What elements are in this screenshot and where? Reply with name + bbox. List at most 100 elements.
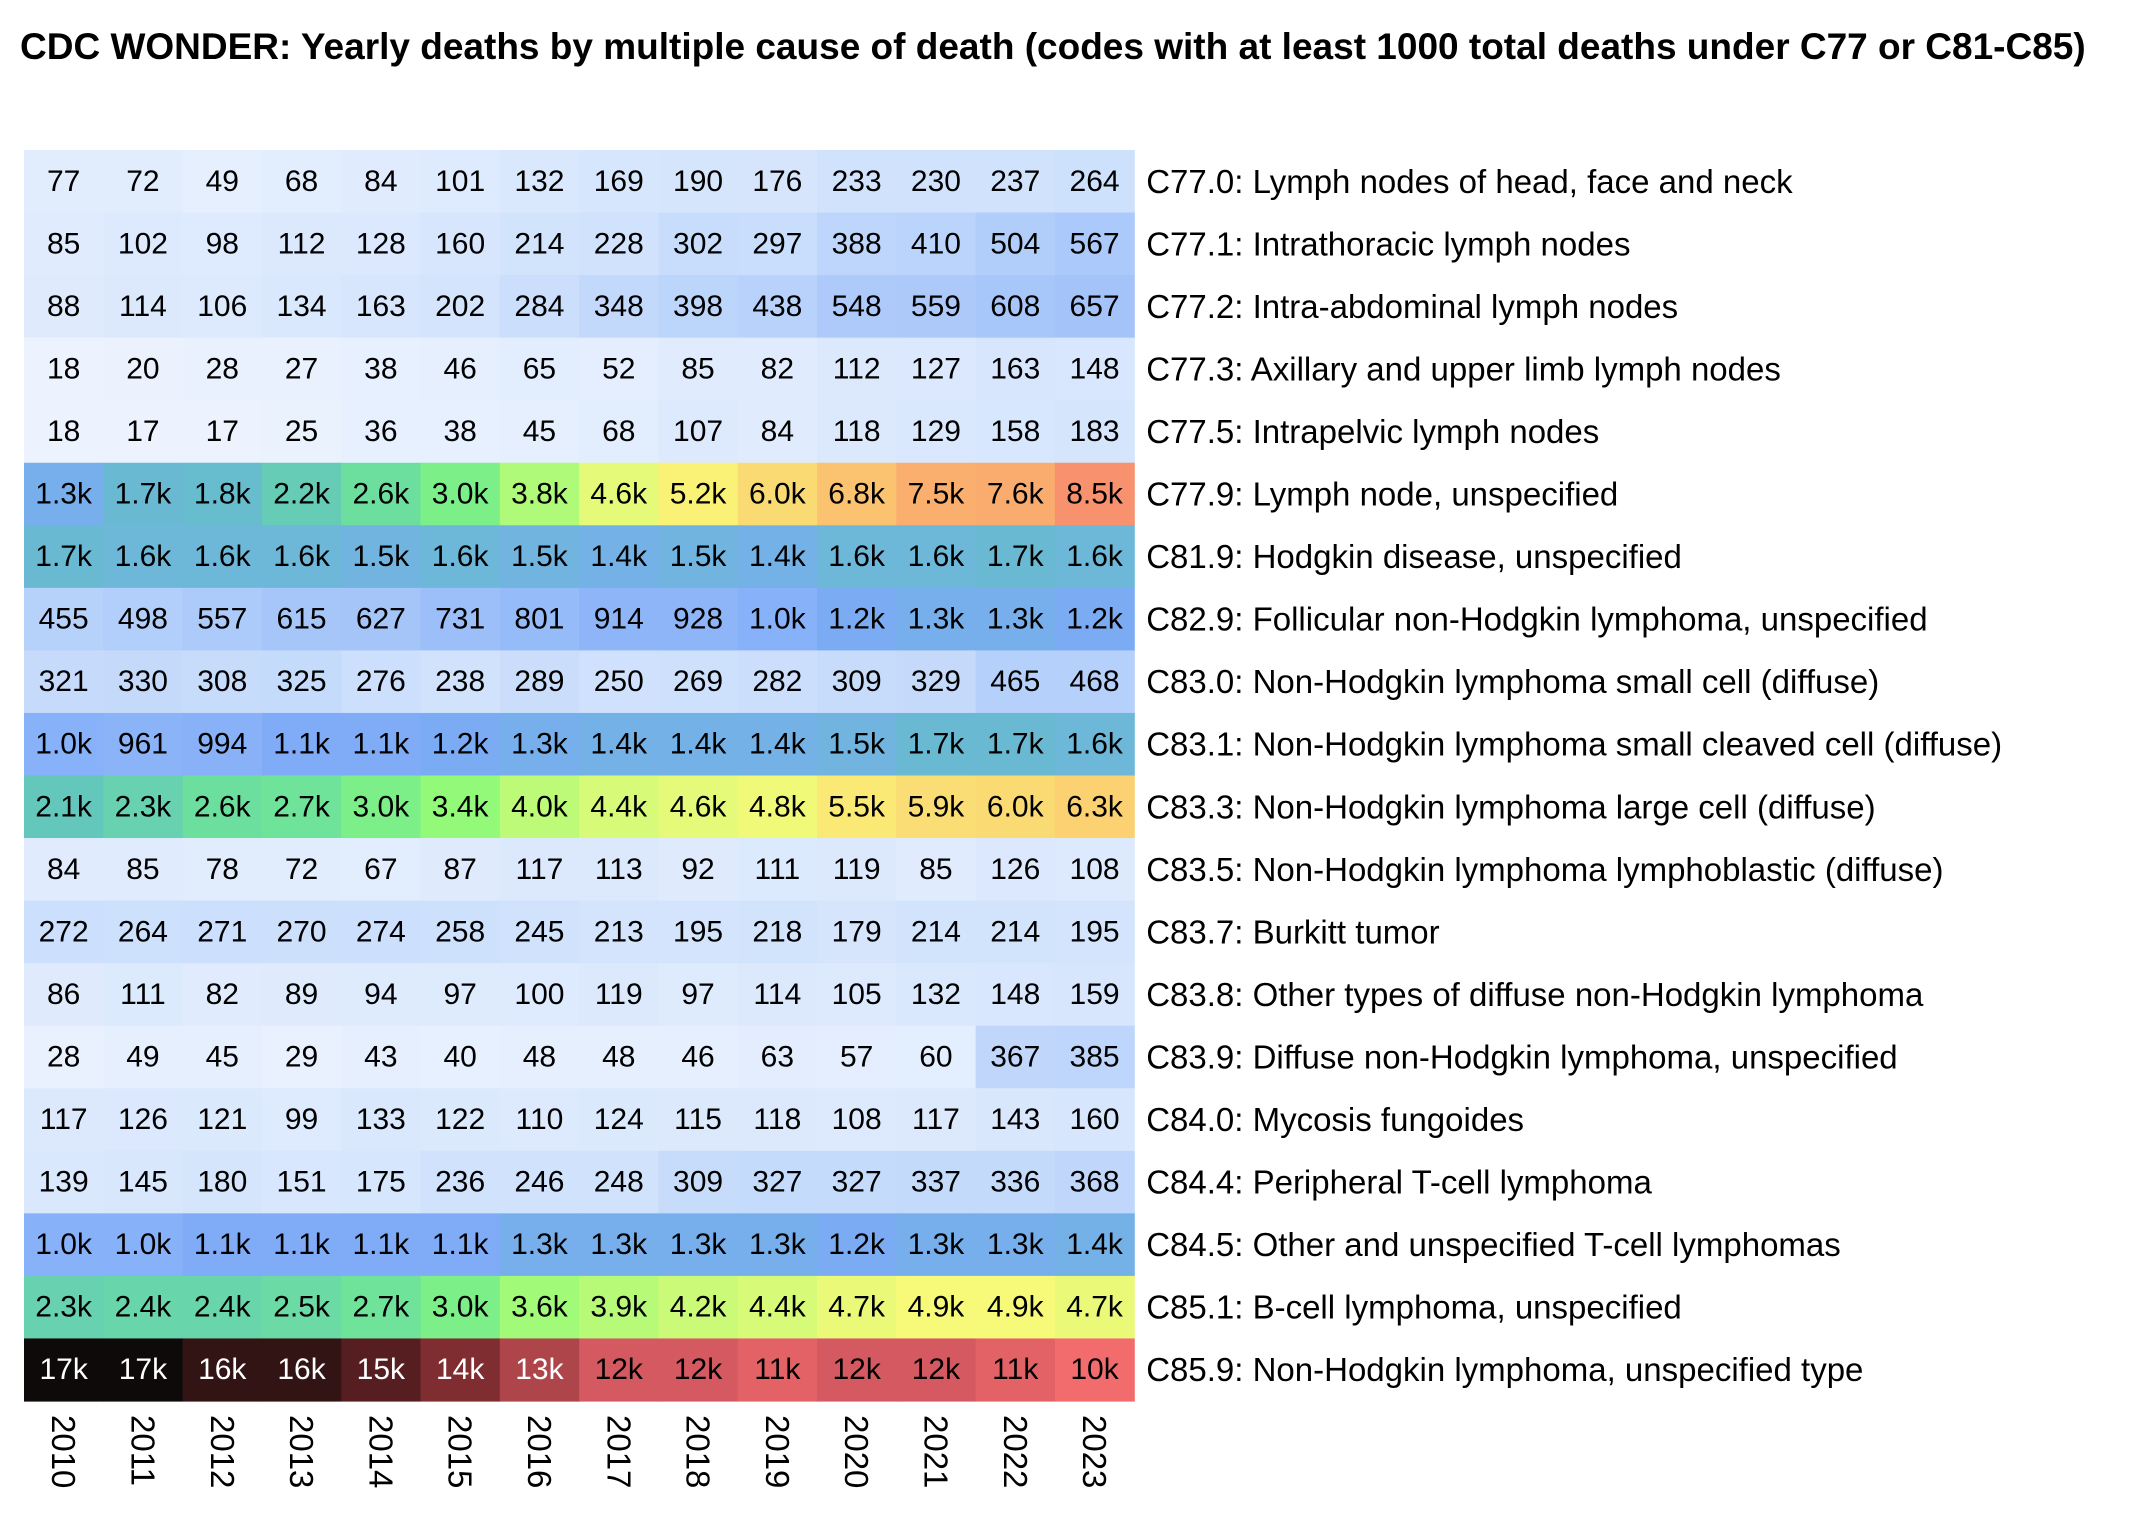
cell-value-label: 337	[911, 1166, 961, 1199]
cell-value-label: 321	[39, 665, 89, 698]
heatmap-cell	[103, 400, 184, 464]
heatmap-cell	[182, 900, 263, 964]
cell-value-label: 465	[990, 665, 1040, 698]
heatmap-cell	[341, 900, 422, 964]
row-label: C83.3: Non-Hodgkin lymphoma large cell (…	[1146, 788, 1875, 825]
heatmap-cell	[261, 650, 342, 714]
cell-value-label: 12k	[912, 1353, 961, 1386]
heatmap-cell	[261, 838, 342, 902]
cell-value-label: 16k	[277, 1353, 326, 1386]
heatmap-cell	[24, 400, 104, 464]
column-label-year: 2017	[600, 1415, 637, 1488]
heatmap-cell	[103, 900, 184, 964]
heatmap-cell	[737, 650, 818, 714]
cell-value-label: 114	[119, 290, 167, 323]
heatmap-cell	[103, 712, 184, 777]
cell-value-label: 86	[47, 978, 80, 1011]
cell-value-label: 608	[990, 290, 1040, 323]
heatmap-cell	[341, 963, 422, 1027]
cell-value-label: 1.5k	[511, 540, 569, 573]
heatmap-cell	[975, 1213, 1056, 1277]
cell-value-label: 87	[443, 853, 476, 886]
cell-value-label: 11k	[754, 1353, 801, 1386]
cell-value-label: 17	[126, 415, 159, 448]
cell-value-label: 100	[514, 978, 564, 1011]
cell-value-label: 4.4k	[590, 790, 648, 823]
heatmap-cell	[975, 150, 1056, 214]
heatmap-cell	[420, 587, 501, 651]
heatmap-cell	[737, 712, 818, 777]
heatmap-cell	[579, 900, 659, 964]
cell-value-label: 6.3k	[1066, 790, 1124, 823]
cell-value-label: 214	[514, 227, 564, 260]
cell-value-label: 10k	[1070, 1353, 1119, 1386]
heatmap-cell	[341, 462, 422, 526]
heatmap-cell	[182, 587, 263, 651]
heatmap-cell	[103, 1275, 184, 1340]
heatmap-cell	[658, 337, 739, 401]
cell-value-label: 1.0k	[749, 603, 807, 636]
cell-value-label: 309	[673, 1166, 723, 1199]
heatmap-cell	[499, 838, 580, 902]
cell-value-label: 163	[356, 290, 406, 323]
heatmap-cell	[103, 1025, 184, 1089]
heatmap-cell	[261, 150, 342, 214]
heatmap-cell	[499, 963, 580, 1027]
row-label: C77.9: Lymph node, unspecified	[1146, 476, 1618, 513]
cell-value-label: 4.7k	[828, 1291, 886, 1324]
heatmap-cell	[737, 838, 818, 902]
cell-value-label: 28	[47, 1040, 80, 1073]
heatmap-cell	[658, 462, 739, 526]
cell-value-label: 4.7k	[1066, 1291, 1124, 1324]
cell-value-label: 4.8k	[749, 790, 807, 823]
heatmap-cell	[658, 900, 739, 964]
cell-value-label: 126	[990, 853, 1040, 886]
heatmap-cell	[420, 462, 501, 526]
cell-value-label: 8.5k	[1066, 478, 1124, 511]
heatmap-cell	[896, 1213, 977, 1277]
heatmap-cell	[1054, 775, 1135, 839]
cell-value-label: 85	[47, 227, 80, 260]
heatmap-cell	[420, 712, 501, 777]
heatmap-cell	[499, 1275, 580, 1340]
cell-value-label: 3.0k	[432, 478, 490, 511]
cell-value-label: 214	[911, 915, 961, 948]
heatmap-cell	[975, 900, 1056, 964]
heatmap-cell	[24, 1338, 104, 1402]
heatmap-cell	[817, 1088, 897, 1152]
heatmap-cell	[341, 1150, 422, 1214]
heatmap-cell	[975, 462, 1056, 526]
heatmap-cell	[341, 1338, 422, 1402]
heatmap-cell	[975, 525, 1056, 589]
cell-value-label: 179	[832, 915, 882, 948]
heatmap-cell	[182, 1338, 263, 1402]
cell-value-label: 1.2k	[1066, 603, 1124, 636]
heatmap-cell	[103, 838, 184, 902]
cell-value-label: 504	[990, 227, 1040, 260]
cell-value-label: 111	[755, 853, 801, 886]
cell-value-label: 122	[435, 1103, 485, 1136]
heatmap-cell	[737, 1150, 818, 1214]
cell-value-label: 388	[832, 227, 882, 260]
heatmap-cell	[975, 212, 1056, 276]
cell-value-label: 1.4k	[590, 540, 648, 573]
cell-value-label: 1.1k	[273, 728, 331, 761]
heatmap-cell	[975, 712, 1056, 777]
column-label-year: 2023	[1076, 1415, 1113, 1488]
cell-value-label: 1.3k	[670, 1228, 728, 1261]
heatmap-cell	[420, 275, 501, 339]
heatmap-cell	[579, 1088, 659, 1152]
cell-value-label: 1.5k	[352, 540, 410, 573]
cell-value-label: 40	[443, 1040, 476, 1073]
cell-value-label: 1.0k	[35, 728, 93, 761]
cell-value-label: 438	[752, 290, 802, 323]
cell-value-label: 11k	[992, 1353, 1039, 1386]
heatmap-cell	[261, 337, 342, 401]
cell-value-label: 308	[197, 665, 247, 698]
cell-value-label: 183	[1070, 415, 1120, 448]
cell-value-label: 2.1k	[35, 790, 93, 823]
cell-value-label: 309	[832, 665, 882, 698]
heatmap-cell	[499, 525, 580, 589]
cell-value-label: 105	[832, 978, 882, 1011]
heatmap-cell	[579, 275, 659, 339]
